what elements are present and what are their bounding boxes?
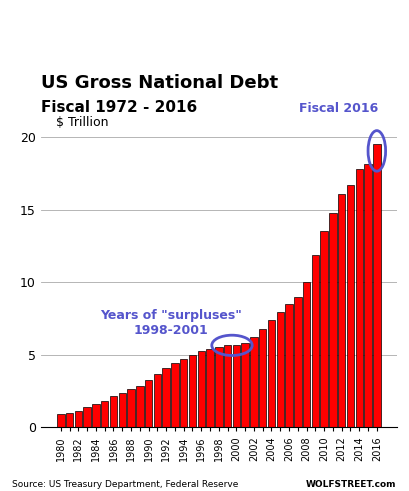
Bar — [206, 349, 214, 427]
Text: US Gross National Debt: US Gross National Debt — [41, 74, 278, 92]
Bar — [241, 343, 249, 427]
Bar — [347, 185, 354, 427]
Bar — [127, 389, 135, 427]
Bar — [233, 345, 240, 427]
Bar — [224, 345, 231, 427]
Bar — [338, 194, 346, 427]
Bar — [215, 347, 222, 427]
Bar — [66, 413, 73, 427]
Text: Years of "surpluses"
1998-2001: Years of "surpluses" 1998-2001 — [100, 309, 241, 337]
Text: Fiscal 2016: Fiscal 2016 — [299, 102, 379, 115]
Text: WOLFSTREET.com: WOLFSTREET.com — [306, 480, 397, 489]
Bar — [101, 401, 108, 427]
Bar — [136, 385, 144, 427]
Bar — [320, 231, 328, 427]
Text: $ Trillion: $ Trillion — [56, 116, 109, 129]
Text: Fiscal 1972 - 2016: Fiscal 1972 - 2016 — [41, 100, 197, 115]
Bar — [154, 374, 161, 427]
Bar — [119, 393, 126, 427]
Bar — [329, 213, 337, 427]
Bar — [162, 368, 170, 427]
Bar — [364, 164, 372, 427]
Bar — [303, 282, 310, 427]
Bar — [180, 359, 187, 427]
Bar — [355, 169, 363, 427]
Bar — [259, 329, 266, 427]
Bar — [57, 414, 65, 427]
Bar — [189, 355, 196, 427]
Bar — [312, 255, 319, 427]
Bar — [74, 410, 82, 427]
Bar — [145, 381, 152, 427]
Bar — [92, 405, 100, 427]
Bar — [250, 337, 258, 427]
Bar — [83, 407, 91, 427]
Bar — [171, 363, 179, 427]
Bar — [294, 297, 301, 427]
Bar — [198, 352, 205, 427]
Text: Source: US Treasury Department, Federal Reserve: Source: US Treasury Department, Federal … — [12, 480, 238, 489]
Bar — [373, 144, 380, 427]
Bar — [110, 396, 117, 427]
Bar — [268, 320, 275, 427]
Bar — [285, 304, 293, 427]
Bar — [276, 312, 284, 427]
